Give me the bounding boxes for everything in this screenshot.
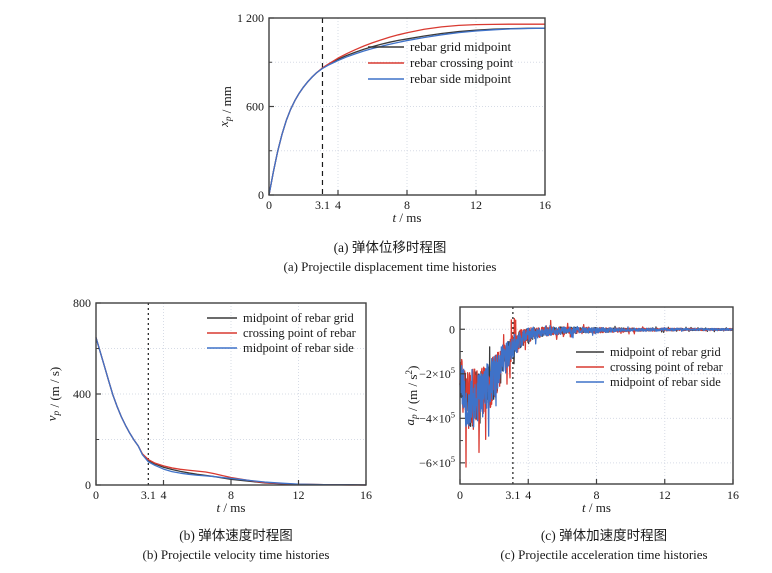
x-axis-label: t / ms	[393, 210, 422, 225]
legend-entry-label: rebar side midpoint	[410, 71, 511, 86]
caption-b-chinese: (b) 弹体速度时程图	[179, 528, 293, 543]
x-tick-label: 3.1	[141, 488, 156, 502]
y-tick-label: 1 200	[237, 11, 264, 25]
legend-entry-label: midpoint of rebar side	[610, 375, 721, 389]
x-tick-label: 16	[727, 488, 739, 502]
legend-entry-label: rebar grid midpoint	[410, 39, 511, 54]
y-tick-label: −6×105	[419, 454, 455, 470]
x-tick-label: 12	[659, 488, 671, 502]
y-tick-label: 400	[73, 387, 91, 401]
y-tick-label: −2×105	[419, 365, 455, 381]
series-line	[95, 337, 367, 486]
x-tick-label: 8	[594, 488, 600, 502]
legend-entry-label: midpoint of rebar grid	[243, 311, 354, 325]
y-tick-label: 0	[85, 478, 91, 492]
legend-entry-label: midpoint of rebar grid	[610, 345, 721, 359]
y-tick-label: 800	[73, 296, 91, 310]
x-axis-label: t / ms	[582, 500, 611, 515]
y-tick-label: 0	[449, 322, 455, 336]
chart-a: 0 3.1 4 8 12 16 0 600 1 200 t / ms xp / mm rebar gr…	[216, 11, 551, 225]
x-tick-label: 0	[457, 488, 463, 502]
x-tick-label: 4	[525, 488, 531, 502]
x-tick-label: 16	[539, 198, 551, 212]
caption-a-chinese: (a) 弹体位移时程图	[333, 240, 447, 255]
y-tick-label: 600	[246, 100, 264, 114]
x-tick-label: 12	[470, 198, 482, 212]
x-tick-label: 0	[93, 488, 99, 502]
caption-a-english: (a) Projectile displacement time histori…	[283, 259, 497, 274]
x-tick-label: 8	[228, 488, 234, 502]
y-axis-label: xp / mm	[216, 86, 234, 128]
x-tick-label: 4	[335, 198, 341, 212]
caption-c-english: (c) Projectile acceleration time histori…	[500, 547, 708, 562]
x-tick-label: 3.1	[505, 488, 520, 502]
x-axis-label: t / ms	[217, 500, 246, 515]
x-tick-label: 3.1	[315, 198, 330, 212]
legend-entry-label: crossing point of rebar	[610, 360, 724, 374]
x-tick-label: 4	[161, 488, 167, 502]
y-tick-label: −4×105	[419, 409, 455, 425]
y-axis-label: vp / (m / s)	[44, 367, 62, 422]
x-tick-label: 16	[360, 488, 372, 502]
x-tick-label: 0	[266, 198, 272, 212]
legend-entry-label: rebar crossing point	[410, 55, 514, 70]
y-tick-label: 0	[258, 188, 264, 202]
x-tick-label: 12	[293, 488, 305, 502]
caption-b-english: (b) Projectile velocity time histories	[142, 547, 330, 562]
chart-b: 0 3.1 4 8 12 16 0 400 800 t / ms vp / (m / s) midpo…	[44, 296, 372, 515]
series-line	[268, 27, 546, 196]
chart-c: 0 3.1 4 8 12 16 0 −2×105 −4×105 −6×105 t / ms ap / …	[402, 306, 739, 515]
y-axis-label: ap / (m / s2)	[402, 366, 420, 426]
legend-entry-label: crossing point of rebar	[243, 326, 357, 340]
x-tick-label: 8	[404, 198, 410, 212]
series-line	[459, 325, 734, 437]
legend-entry-label: midpoint of rebar side	[243, 341, 354, 355]
caption-c-chinese: (c) 弹体加速度时程图	[540, 528, 668, 543]
